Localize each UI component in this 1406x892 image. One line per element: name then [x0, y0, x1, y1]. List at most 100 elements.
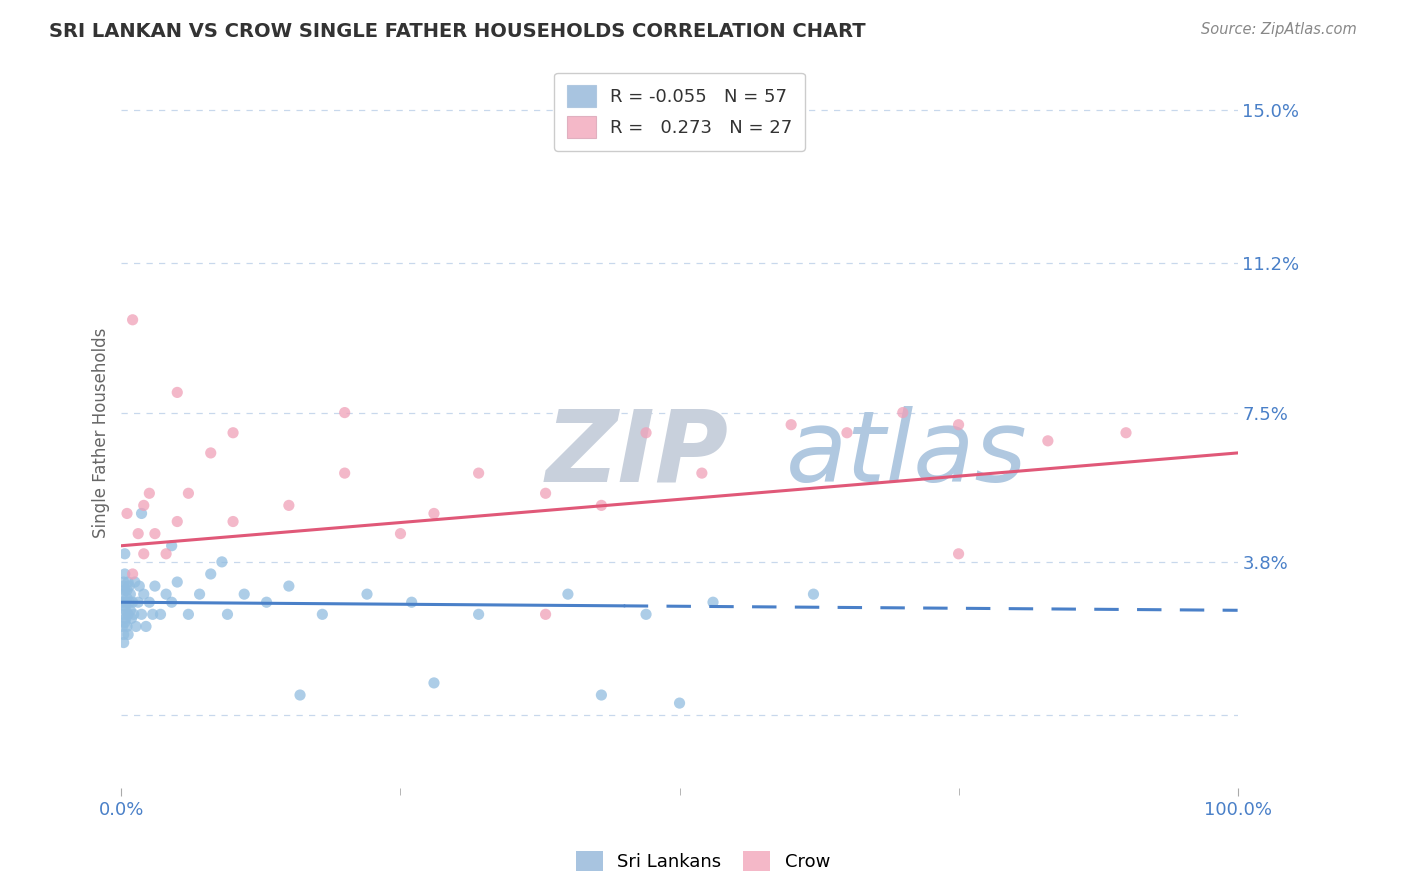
Point [690, 466, 713, 480]
Point [155, 587, 177, 601]
Point [128, 579, 150, 593]
Point [591, 499, 613, 513]
Legend: R = -0.055   N = 57, R =   0.273   N = 27: R = -0.055 N = 57, R = 0.273 N = 27 [554, 72, 806, 151]
Point [534, 607, 557, 622]
Point [948, 547, 970, 561]
Point [115, 591, 138, 606]
Point [160, 595, 183, 609]
Point [132, 587, 155, 601]
Point [780, 417, 803, 432]
Point [155, 547, 177, 561]
Point [111, 595, 134, 609]
Point [115, 603, 138, 617]
Point [200, 446, 222, 460]
Point [135, 619, 157, 633]
Point [115, 507, 138, 521]
Point [166, 515, 188, 529]
Point [222, 425, 245, 440]
Point [277, 579, 299, 593]
Point [114, 566, 136, 581]
Text: atlas: atlas [786, 406, 1028, 502]
Point [591, 688, 613, 702]
Point [557, 587, 579, 601]
Point [534, 486, 557, 500]
Point [467, 607, 489, 622]
Point [124, 575, 146, 590]
Point [118, 595, 141, 609]
Point [121, 566, 143, 581]
Point [211, 555, 233, 569]
Point [389, 526, 412, 541]
Point [127, 526, 149, 541]
Point [166, 575, 188, 590]
Point [277, 499, 299, 513]
Point [222, 515, 245, 529]
Point [121, 595, 143, 609]
Point [120, 603, 142, 617]
Point [112, 579, 135, 593]
Point [114, 599, 136, 614]
Point [121, 611, 143, 625]
Point [111, 619, 134, 633]
Point [125, 619, 148, 633]
Point [117, 607, 139, 622]
Point [401, 595, 423, 609]
Point [142, 607, 165, 622]
Point [177, 607, 200, 622]
Point [115, 595, 138, 609]
Point [217, 607, 239, 622]
Point [131, 507, 153, 521]
Point [333, 406, 356, 420]
Point [634, 425, 657, 440]
Point [115, 611, 138, 625]
Point [423, 507, 446, 521]
Point [423, 676, 446, 690]
Point [114, 583, 136, 598]
Text: ZIP: ZIP [546, 406, 728, 502]
Point [111, 587, 134, 601]
Point [138, 486, 160, 500]
Point [132, 499, 155, 513]
Point [112, 635, 135, 649]
Point [311, 607, 333, 622]
Point [115, 583, 138, 598]
Legend: Sri Lankans, Crow: Sri Lankans, Crow [568, 844, 838, 879]
Point [138, 595, 160, 609]
Point [132, 547, 155, 561]
Point [333, 466, 356, 480]
Point [117, 575, 139, 590]
Point [1115, 425, 1137, 440]
Point [288, 688, 311, 702]
Point [803, 587, 825, 601]
Text: Source: ZipAtlas.com: Source: ZipAtlas.com [1201, 22, 1357, 37]
Point [233, 587, 256, 601]
Point [188, 587, 211, 601]
Point [115, 619, 138, 633]
Point [166, 385, 188, 400]
Point [1036, 434, 1059, 448]
Point [948, 417, 970, 432]
Point [131, 607, 153, 622]
Point [668, 696, 690, 710]
Text: SRI LANKAN VS CROW SINGLE FATHER HOUSEHOLDS CORRELATION CHART: SRI LANKAN VS CROW SINGLE FATHER HOUSEHO… [49, 22, 866, 41]
Point [177, 486, 200, 500]
Point [114, 615, 136, 630]
Point [117, 627, 139, 641]
Point [256, 595, 278, 609]
Point [120, 587, 142, 601]
Point [200, 566, 222, 581]
Point [149, 607, 172, 622]
Point [112, 575, 135, 590]
Point [112, 627, 135, 641]
Point [702, 595, 724, 609]
Point [356, 587, 378, 601]
Point [160, 539, 183, 553]
Y-axis label: Single Father Households: Single Father Households [93, 327, 110, 538]
Point [118, 579, 141, 593]
Point [143, 526, 166, 541]
Point [143, 579, 166, 593]
Point [835, 425, 858, 440]
Point [891, 406, 914, 420]
Point [127, 595, 149, 609]
Point [114, 547, 136, 561]
